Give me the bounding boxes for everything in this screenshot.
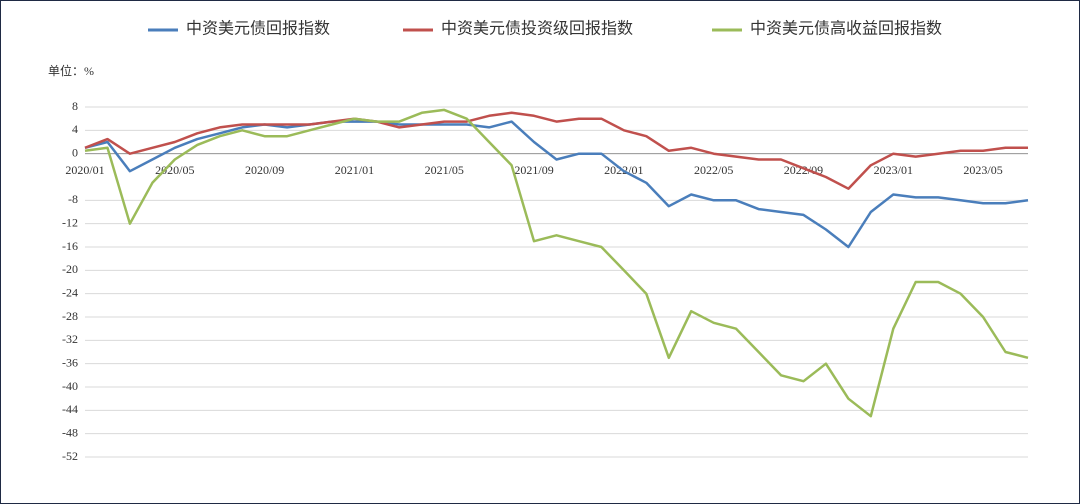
x-tick-label: 2023/05 [963, 163, 1002, 177]
series-line [84, 108, 1029, 418]
legend-label: 中资美元债回报指数 [186, 20, 330, 38]
series-line [84, 111, 1028, 190]
y-tick-label: -52 [62, 449, 78, 463]
y-tick-label: -44 [62, 402, 78, 416]
y-tick-label: -28 [62, 309, 78, 323]
y-tick-label: -12 [62, 215, 78, 229]
x-tick-label: 2021/09 [514, 163, 553, 177]
legend: 中资美元债回报指数 中资美元债投资级回报指数 中资美元债高收益回报指数 [148, 20, 942, 38]
legend-label: 中资美元债投资级回报指数 [441, 20, 633, 38]
y-tick-label: -8 [68, 192, 78, 206]
y-tick-label: -36 [62, 355, 78, 369]
x-tick-label: 2020/05 [155, 163, 194, 177]
y-tick-label: -16 [62, 239, 78, 253]
series-line [84, 120, 1029, 249]
y-tick-label: -24 [62, 285, 78, 299]
x-tick-label: 2023/01 [874, 163, 913, 177]
y-tick-label: 8 [72, 99, 78, 113]
y-tick-label: -48 [62, 425, 78, 439]
legend-label: 中资美元债高收益回报指数 [750, 20, 942, 38]
y-tick-label: 4 [72, 122, 78, 136]
y-tick-label: -40 [62, 379, 78, 393]
x-tick-label: 2022/05 [694, 163, 733, 177]
x-tick-label: 2020/01 [65, 163, 104, 177]
x-tick-label: 2020/09 [245, 163, 284, 177]
x-tick-label: 2021/01 [335, 163, 374, 177]
y-tick-label: -32 [62, 332, 78, 346]
y-tick-label: 0 [72, 145, 78, 159]
y-tick-label: -20 [62, 262, 78, 276]
y-axis-label: 单位：% [48, 63, 94, 78]
x-tick-label: 2021/05 [425, 163, 464, 177]
